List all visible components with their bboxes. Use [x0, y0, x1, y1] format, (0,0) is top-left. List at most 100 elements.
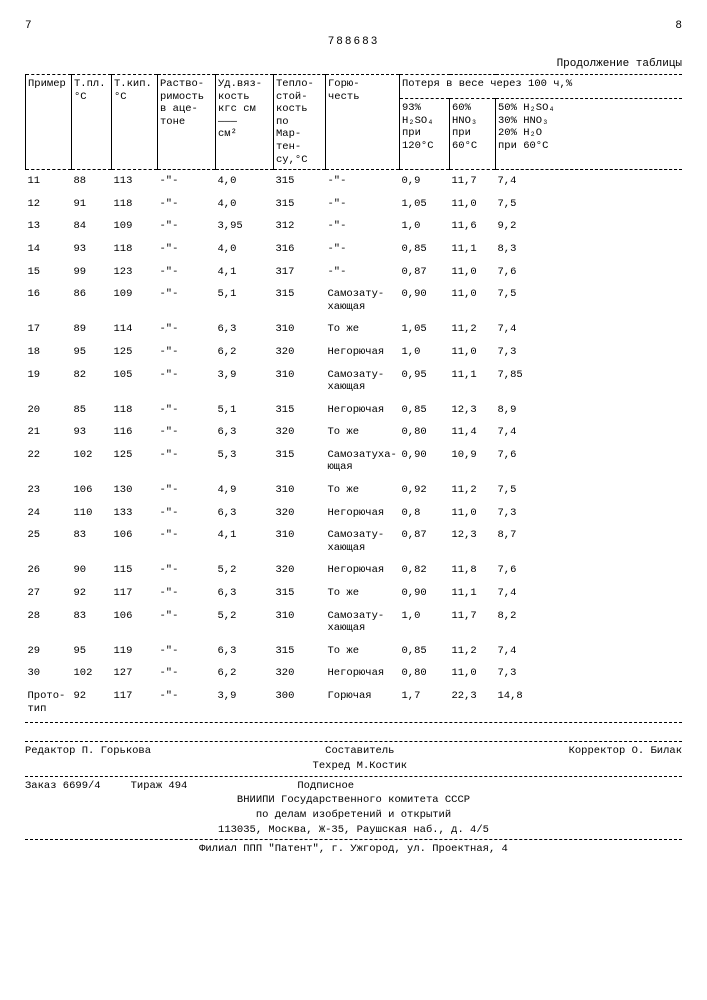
cell-n: 29: [26, 640, 72, 663]
cell-ts: 315: [274, 193, 326, 216]
cell-sol: -"-: [158, 421, 216, 444]
cell-ts: 315: [274, 283, 326, 318]
cell-l2: 11,1: [450, 364, 496, 399]
cell-l1: 0,90: [400, 582, 450, 605]
table-row: 1493118-"-4,0316-"-0,8511,18,3: [26, 238, 683, 261]
cell-v: 5,3: [216, 444, 274, 479]
hdr-l2: 60% HNO₃ при 60°C: [450, 99, 496, 170]
cell-l3: 7,6: [496, 444, 683, 479]
cell-n: 19: [26, 364, 72, 399]
cell-sol: -"-: [158, 582, 216, 605]
table-row: 2792117-"-6,3315То же0,9011,17,4: [26, 582, 683, 605]
cell-l3: 7,4: [496, 640, 683, 663]
cell-g: Негорючая: [326, 399, 400, 422]
cell-l2: 12,3: [450, 399, 496, 422]
hdr-loss: Потеря в весе через 100 ч,%: [400, 75, 683, 99]
cell-tpl: 110: [72, 502, 112, 525]
cell-l3: 8,2: [496, 605, 683, 640]
cell-v: 5,2: [216, 605, 274, 640]
doc-number: 788683: [25, 36, 682, 48]
cell-tk: 119: [112, 640, 158, 663]
cell-v: 4,0: [216, 170, 274, 193]
branch: Филиал ППП "Патент", г. Ужгород, ул. Про…: [25, 842, 682, 857]
cell-l3: 7,4: [496, 318, 683, 341]
cell-l3: 7,6: [496, 261, 683, 284]
cell-ts: 310: [274, 318, 326, 341]
table-row: 24110133-"-6,3320Негорючая0,811,07,3: [26, 502, 683, 525]
cell-l3: 7,6: [496, 559, 683, 582]
cell-ts: 316: [274, 238, 326, 261]
cell-l2: 11,1: [450, 582, 496, 605]
cell-l1: 0,9: [400, 170, 450, 193]
cell-tpl: 99: [72, 261, 112, 284]
cell-l3: 8,9: [496, 399, 683, 422]
cell-ts: 315: [274, 444, 326, 479]
cell-sol: -"-: [158, 502, 216, 525]
cell-l1: 1,05: [400, 193, 450, 216]
cell-v: 6,3: [216, 582, 274, 605]
cell-tpl: 95: [72, 640, 112, 663]
cell-tk: 116: [112, 421, 158, 444]
cell-sol: -"-: [158, 605, 216, 640]
cell-l2: 11,0: [450, 283, 496, 318]
cell-tk: 106: [112, 524, 158, 559]
cell-sol: -"-: [158, 444, 216, 479]
cell-g: Самозату- хающая: [326, 605, 400, 640]
cell-tpl: 88: [72, 170, 112, 193]
cell-n: 26: [26, 559, 72, 582]
cell-g: То же: [326, 318, 400, 341]
cell-sol: -"-: [158, 662, 216, 685]
hdr-visc: Уд.вяз- кость кгс см ——— см²: [216, 75, 274, 170]
cell-g: Негорючая: [326, 341, 400, 364]
cell-l3: 14,8: [496, 685, 683, 720]
cell-ts: 300: [274, 685, 326, 720]
cell-ts: 312: [274, 215, 326, 238]
cell-l3: 8,7: [496, 524, 683, 559]
cell-n: 23: [26, 479, 72, 502]
table-row: 2085118-"-5,1315Негорючая0,8512,38,9: [26, 399, 683, 422]
footer: Редактор П. Горькова Составитель Техред …: [25, 741, 682, 857]
cell-g: -"-: [326, 215, 400, 238]
techred: Техред М.Костик: [313, 760, 408, 772]
cell-n: 17: [26, 318, 72, 341]
cell-v: 4,9: [216, 479, 274, 502]
cell-l1: 0,80: [400, 421, 450, 444]
cell-n: 21: [26, 421, 72, 444]
cell-sol: -"-: [158, 238, 216, 261]
cell-tpl: 84: [72, 215, 112, 238]
cell-sol: -"-: [158, 170, 216, 193]
hdr-l3: 50% H₂SO₄ 30% HNO₃ 20% H₂O при 60°C: [496, 99, 683, 170]
cell-l1: 0,90: [400, 444, 450, 479]
cell-l3: 9,2: [496, 215, 683, 238]
cell-l1: 1,05: [400, 318, 450, 341]
cell-g: То же: [326, 421, 400, 444]
cell-v: 3,95: [216, 215, 274, 238]
cell-l2: 11,7: [450, 170, 496, 193]
cell-l2: 10,9: [450, 444, 496, 479]
cell-l3: 7,4: [496, 421, 683, 444]
cell-tk: 114: [112, 318, 158, 341]
cell-sol: -"-: [158, 399, 216, 422]
cell-l3: 7,85: [496, 364, 683, 399]
cell-n: 18: [26, 341, 72, 364]
cell-l1: 0,8: [400, 502, 450, 525]
table-row: 2690115-"-5,2320Негорючая0,8211,87,6: [26, 559, 683, 582]
cell-g: Негорючая: [326, 662, 400, 685]
cell-tpl: 102: [72, 662, 112, 685]
cell-sol: -"-: [158, 215, 216, 238]
cell-g: Самозату- хающая: [326, 524, 400, 559]
data-table: Пример Т.пл. °C Т.кип. °C Раство- римост…: [25, 74, 682, 720]
cell-sol: -"-: [158, 685, 216, 720]
cell-g: Негорючая: [326, 559, 400, 582]
cell-n: 14: [26, 238, 72, 261]
cell-n: 22: [26, 444, 72, 479]
cell-v: 4,1: [216, 261, 274, 284]
cell-ts: 320: [274, 421, 326, 444]
cell-tk: 125: [112, 444, 158, 479]
cell-ts: 320: [274, 559, 326, 582]
table-caption: Продолжение таблицы: [25, 58, 682, 70]
cell-tk: 118: [112, 238, 158, 261]
org3: 113035, Москва, Ж-35, Раушская наб., д. …: [25, 823, 682, 838]
cell-ts: 320: [274, 341, 326, 364]
cell-v: 3,9: [216, 685, 274, 720]
